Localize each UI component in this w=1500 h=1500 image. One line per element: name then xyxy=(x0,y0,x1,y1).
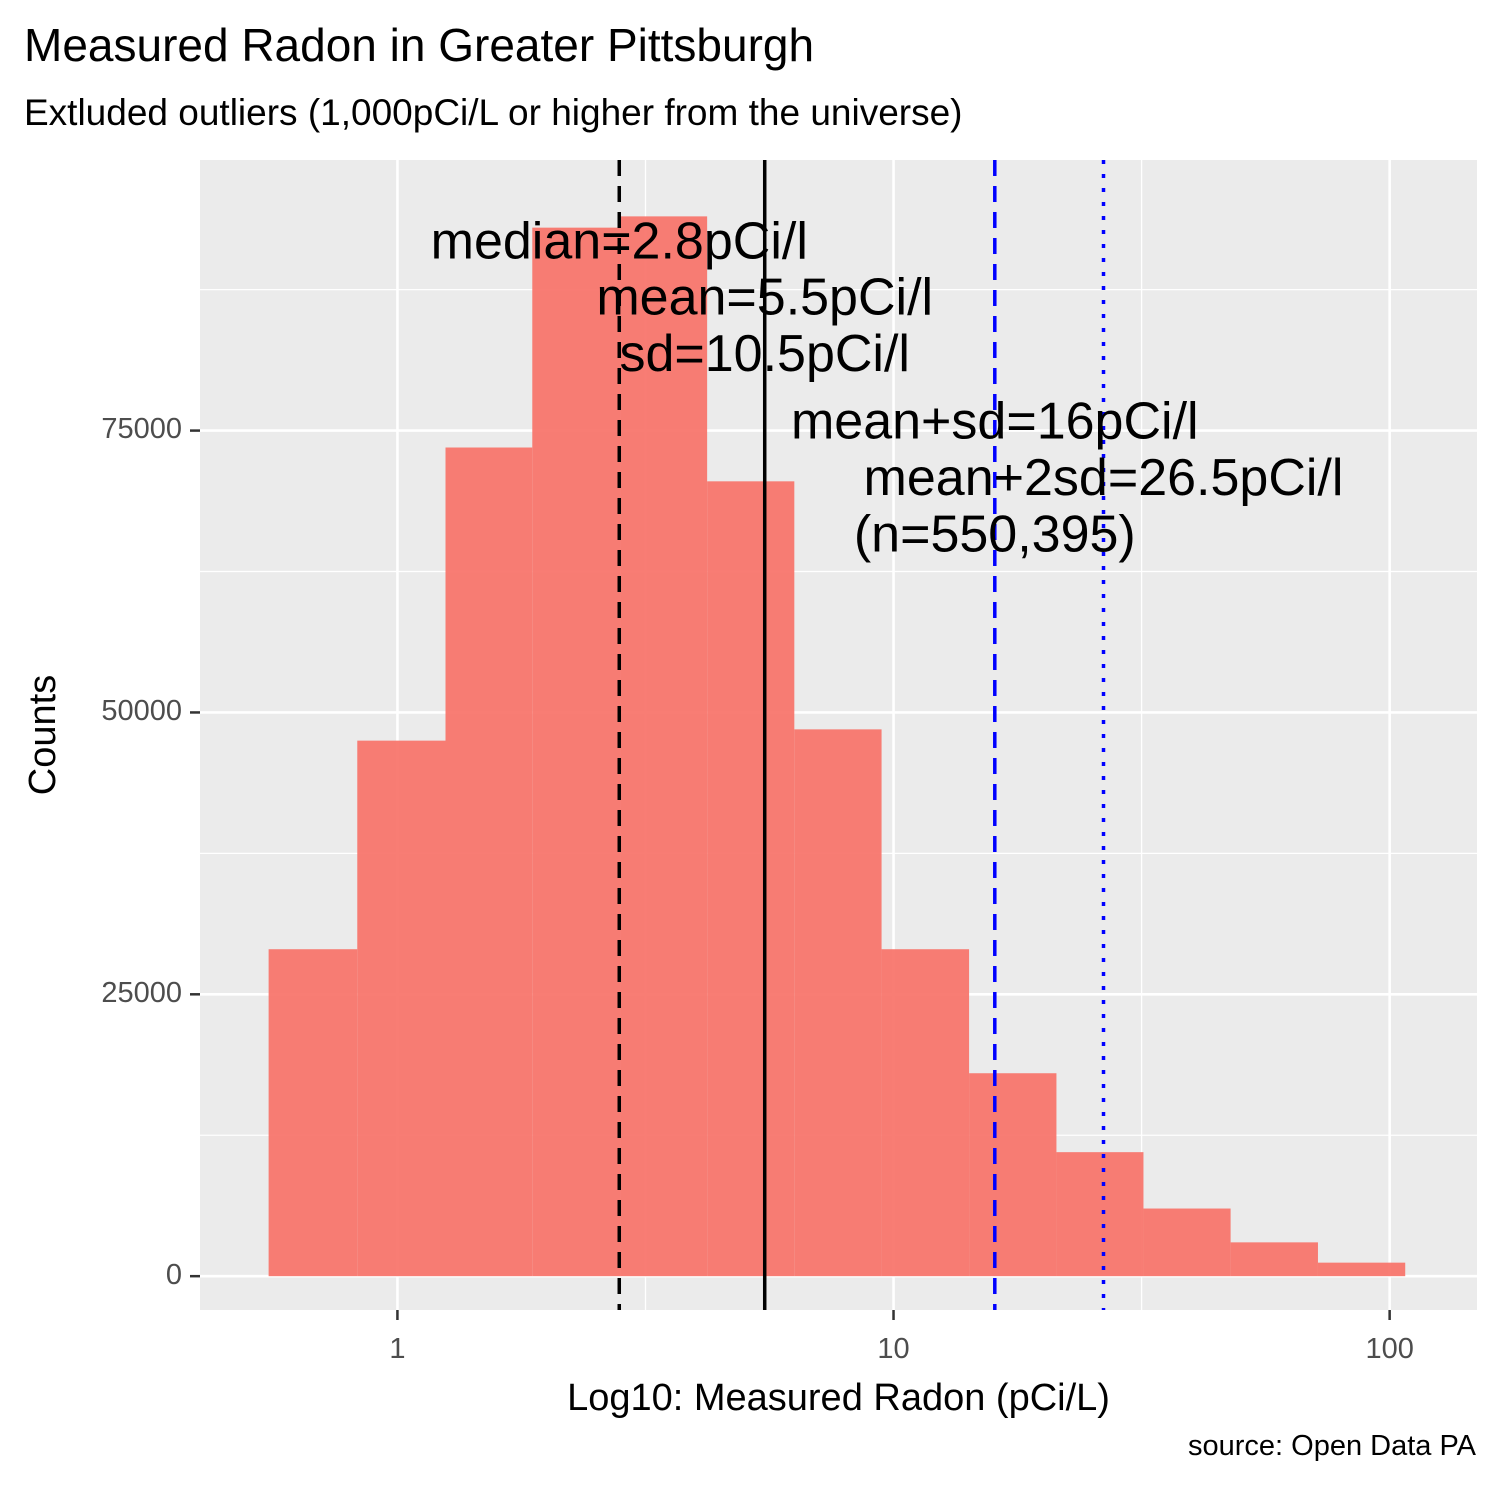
annotation-text: mean+2sd=26.5pCi/l xyxy=(864,449,1344,507)
annotation-text: sd=10.5pCi/l xyxy=(619,325,910,383)
x-axis-title: Log10: Measured Radon (pCi/L) xyxy=(567,1377,1110,1419)
chart-title: Measured Radon in Greater Pittsburgh xyxy=(24,19,815,71)
source-caption: source: Open Data PA xyxy=(1187,1430,1476,1462)
histogram-bar xyxy=(620,216,708,1277)
annotation-text: mean=5.5pCi/l xyxy=(596,269,933,327)
histogram-bar xyxy=(794,729,882,1277)
histogram-bar xyxy=(445,447,533,1277)
y-axis-title: Counts xyxy=(22,675,64,795)
histogram-bar xyxy=(881,949,970,1277)
histogram-bar xyxy=(268,949,358,1277)
histogram-bar xyxy=(1056,1152,1144,1277)
histogram-bar xyxy=(707,481,795,1277)
x-tick-label: 10 xyxy=(877,1333,909,1365)
annotation-text: (n=550,395) xyxy=(854,505,1136,563)
y-tick-label: 0 xyxy=(166,1259,182,1291)
y-tick-label: 50000 xyxy=(101,695,182,727)
histogram-bars xyxy=(268,216,1406,1277)
y-tick-label: 75000 xyxy=(101,413,182,445)
x-axis: 1 10 100 xyxy=(389,1310,1414,1365)
histogram-bar xyxy=(357,740,446,1277)
histogram-bar xyxy=(1230,1242,1318,1277)
annotation-text: mean+sd=16pCi/l xyxy=(791,393,1199,451)
histogram-bar xyxy=(969,1073,1057,1277)
y-axis: 0 25000 50000 75000 xyxy=(101,413,200,1291)
reference-lines xyxy=(617,160,1106,1310)
histogram-bar xyxy=(532,227,621,1277)
x-tick-label: 1 xyxy=(389,1333,405,1365)
chart-subtitle: Extluded outliers (1,000pCi/L or higher … xyxy=(24,92,963,133)
annotation-labels: median=2.8pCi/lmean=5.5pCi/lsd=10.5pCi/l… xyxy=(431,212,1344,563)
annotation-text: median=2.8pCi/l xyxy=(431,212,808,270)
x-tick-label: 100 xyxy=(1365,1333,1413,1365)
histogram-bar xyxy=(1143,1208,1231,1277)
histogram-bar xyxy=(1317,1262,1406,1277)
y-tick-label: 25000 xyxy=(101,977,182,1009)
